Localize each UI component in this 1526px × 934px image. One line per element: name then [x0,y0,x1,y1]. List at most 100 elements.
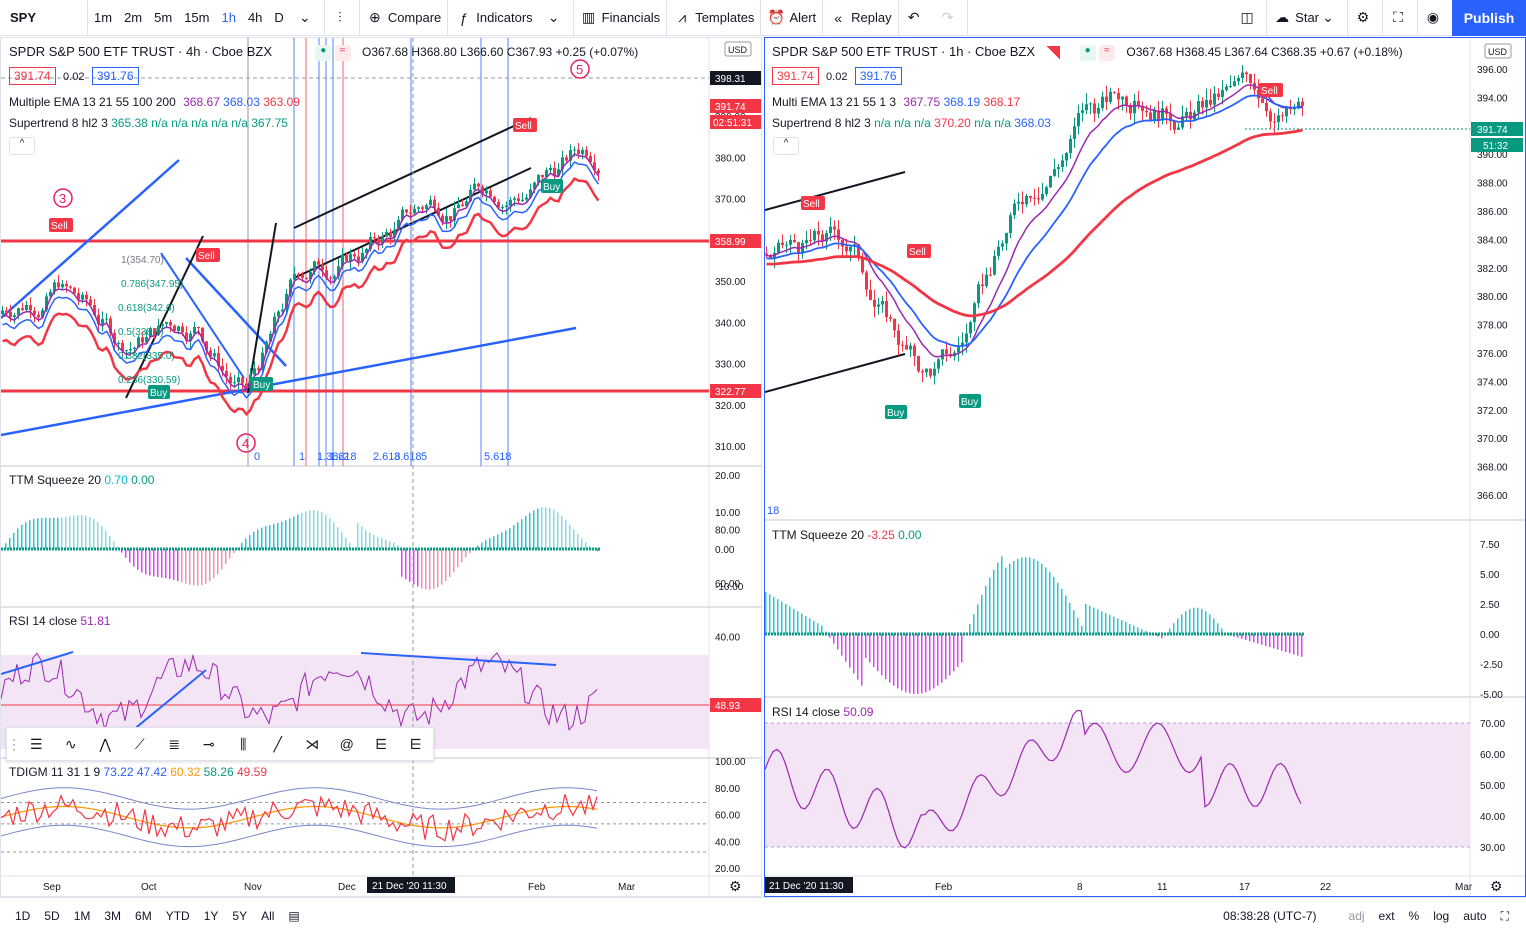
range-all[interactable]: All [261,909,275,923]
candle-body [1185,111,1188,117]
right-bid[interactable]: 391.74 [772,67,819,85]
left-chart-pane[interactable]: 390.00380.00370.00360.00350.00340.00330.… [0,37,762,897]
range-ytd[interactable]: YTD [165,909,190,923]
left-rsi-legend[interactable]: RSI 14 close 51.81 [9,614,110,628]
compare-button[interactable]: ⊕ Compare [360,0,449,36]
right-ema-legend[interactable]: Multi EMA 13 21 55 1 3 367.75 368.19 368… [772,95,1020,109]
interval-15m[interactable]: 15m [184,10,210,25]
replay-button[interactable]: « Replay [823,0,899,36]
interval-2m[interactable]: 2m [124,10,143,25]
settings-lines-icon[interactable]: ⋿ [409,735,422,752]
star-button[interactable]: ☁ Star ⌄ [1267,0,1348,36]
range-1d[interactable]: 1D [15,909,31,923]
collapse-legend-button[interactable]: ^ [9,137,35,155]
range-1y[interactable]: 1Y [203,909,219,923]
ray-tool-icon[interactable]: ╱ [273,735,282,752]
interval-1h[interactable]: 1h [221,10,236,25]
range-5d[interactable]: 5D [44,909,60,923]
indicators-dropdown[interactable]: ⌄ [539,0,574,36]
fullscreen-icon[interactable]: ⛶ [1500,908,1509,923]
snapshot-button[interactable]: ◉ [1418,0,1452,36]
candle-body [1053,169,1056,176]
right-rsi-legend[interactable]: RSI 14 close 50.09 [772,705,873,719]
percent-toggle[interactable]: % [1408,909,1420,923]
interval-5m[interactable]: 5m [154,10,173,25]
right-st-legend[interactable]: Supertrend 8 hl2 3 n/a n/a n/a 370.20 n/… [772,116,1051,130]
redo-button[interactable]: ↷ [933,0,968,36]
auto-toggle[interactable]: auto [1463,909,1487,923]
ttm-histogram-bar [809,618,811,634]
range-1m[interactable]: 1M [73,909,91,923]
wave-icon[interactable]: ≈ [334,44,351,61]
pattern-tool-icon[interactable]: ∿ [64,735,77,752]
left-bid[interactable]: 391.74 [9,67,56,85]
ttm-histogram-bar [149,549,151,576]
financials-button[interactable]: ▥ Financials [574,0,668,36]
undo-button[interactable]: ↶ [899,0,933,36]
range-5y[interactable]: 5Y [232,909,248,923]
symbol-search[interactable]: SPY [0,0,88,36]
indicators-button[interactable]: ƒ Indicators [448,0,538,36]
adj-toggle[interactable]: adj [1348,909,1365,923]
ttm-histogram-bar [797,611,799,634]
path-tool-icon[interactable]: ⋊ [305,735,320,752]
layout-button[interactable]: ◫ [1232,0,1268,36]
drag-handle-icon[interactable]: ⋮ [7,735,21,752]
wave-icon[interactable]: ≈ [1099,44,1116,61]
lines-tool-icon[interactable]: ☰ [29,735,43,752]
candle-body [253,368,256,375]
ttm-histogram-bar [813,620,815,634]
range-3m[interactable]: 3M [104,909,122,923]
templates-button[interactable]: ⩘ Templates [667,0,762,36]
range-6m[interactable]: 6M [135,909,152,923]
right-chart-pane[interactable]: 396.00394.00392.00390.00388.00386.00384.… [764,37,1526,897]
left-ask[interactable]: 391.76 [91,67,139,85]
ext-toggle[interactable]: ext [1378,909,1395,923]
candle-body [1209,99,1212,105]
alert-button[interactable]: ⏰ Alert [761,0,824,36]
green-dot-icon[interactable]: ● [315,44,332,61]
settings-button[interactable]: ⚙ [1348,0,1383,36]
right-ask[interactable]: 391.76 [854,67,902,85]
drawing-toolbar[interactable]: ⋮ ☰ ∿ ⋀ ⟋ ≣ ⊸ ⫼ ╱ ⋊ @ ⋿ ⋿ [6,727,434,761]
fib-tool-icon[interactable]: ≣ [168,735,181,752]
log-toggle[interactable]: log [1433,909,1450,923]
chart-type-button[interactable]: ⫶ [325,0,360,36]
rsi-trend-line [1,651,74,675]
interval-4h[interactable]: 4h [247,10,263,25]
publish-button[interactable]: Publish [1452,0,1526,36]
clock[interactable]: 08:38:28 (UTC-7) [1223,909,1317,923]
interval-1m[interactable]: 1m [94,10,113,25]
sell-signal-badge [801,196,825,210]
ttm-histogram-bar [1281,634,1283,651]
green-dot-icon[interactable]: ● [1079,44,1096,61]
ema-line-13 [2,152,600,391]
ttm-histogram-bar [1261,634,1263,645]
sell-signal-label: Sell [803,199,820,210]
right-ttm-legend[interactable]: TTM Squeeze 20 -3.25 0.00 [772,528,921,542]
left-st-legend[interactable]: Supertrend 8 hl2 3 365.38 n/a n/a n/a n/… [9,116,288,130]
candle-body [5,310,8,313]
fullscreen-button[interactable]: ⛶ [1383,0,1418,36]
vertical-lines-icon[interactable]: ⫼ [240,735,247,752]
left-ema-legend[interactable]: Multiple EMA 13 21 55 100 200 368.67 368… [9,95,300,109]
ttm-histogram-bar [1101,611,1103,634]
left-quote-row: 391.74 0.02 391.76 [9,67,139,85]
ttm-histogram-bar [93,519,95,549]
collapse-legend-button-right[interactable]: ^ [773,137,799,155]
spiral-tool-icon[interactable]: @ [339,736,354,752]
left-tdi-legend[interactable]: TDIGM 11 31 1 9 73.22 47.42 60.32 58.26 … [9,765,267,779]
trend-line-icon[interactable]: ⟋ [134,735,145,752]
elliott-wave-icon[interactable]: ⋀ [99,735,111,752]
left-ttm-legend[interactable]: TTM Squeeze 20 0.70 0.00 [9,473,154,487]
flag-icon[interactable] [1046,45,1061,60]
channel-tool-icon[interactable]: ⋿ [375,735,388,752]
interval-D[interactable]: D [274,10,284,25]
candle-body [565,157,568,161]
interval-dropdown-button[interactable]: ⌄ [290,0,325,36]
right-chart-canvas[interactable]: 396.00394.00392.00390.00388.00386.00384.… [765,38,1525,896]
tag-time-bg [1471,138,1523,152]
ttm-histogram-bar [481,542,483,549]
horizontal-line-icon[interactable]: ⊸ [202,735,215,752]
calendar-goto-button[interactable]: ▤ [281,909,306,923]
